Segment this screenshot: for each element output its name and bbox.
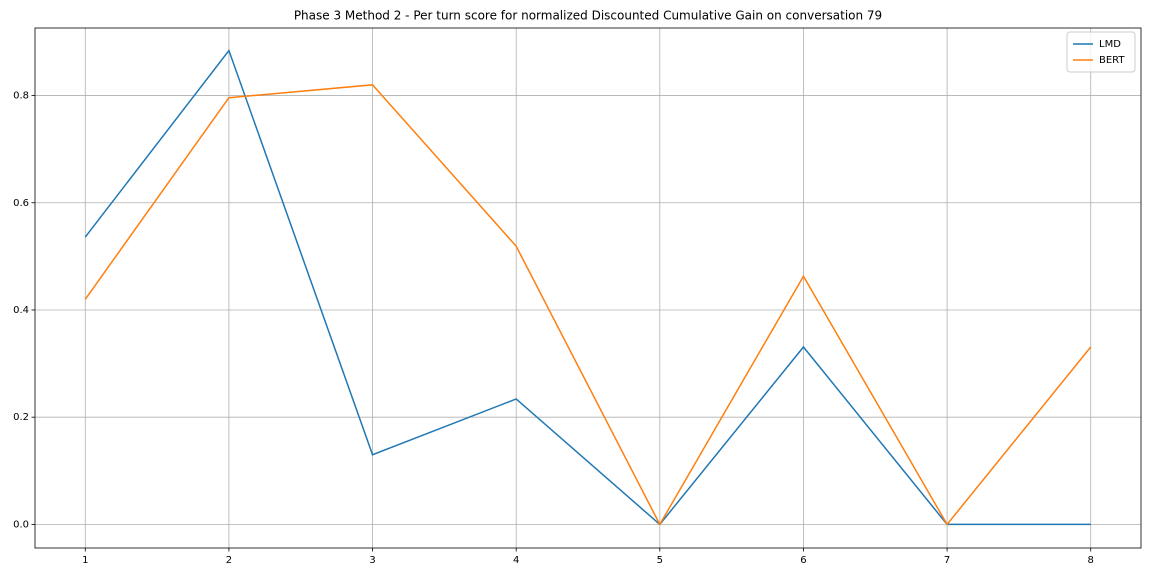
line-series [84,48,1091,526]
legend-label: LMD [1099,39,1121,50]
y-tick-label: 0.8 [13,91,29,102]
x-tick-label: 6 [800,555,806,566]
legend-box [1066,31,1136,73]
legend-label: BERT [1099,55,1125,66]
x-tick-label: 5 [657,555,663,566]
chart-title: Phase 3 Method 2 - Per turn score for no… [294,9,882,23]
x-tick-label: 3 [369,555,375,566]
x-tick-label: 4 [513,555,519,566]
plot-frame [34,27,1142,549]
y-tick-label: 0.4 [13,305,29,316]
x-tick-label: 2 [226,555,232,566]
x-tick-label: 8 [1088,555,1094,566]
x-tick-label: 7 [944,555,950,566]
line-series [84,84,1092,526]
x-tick-label: 1 [82,555,88,566]
y-tick-label: 0.0 [13,519,29,530]
y-tick-label: 0.6 [13,198,29,209]
y-tick-label: 0.2 [13,412,29,423]
